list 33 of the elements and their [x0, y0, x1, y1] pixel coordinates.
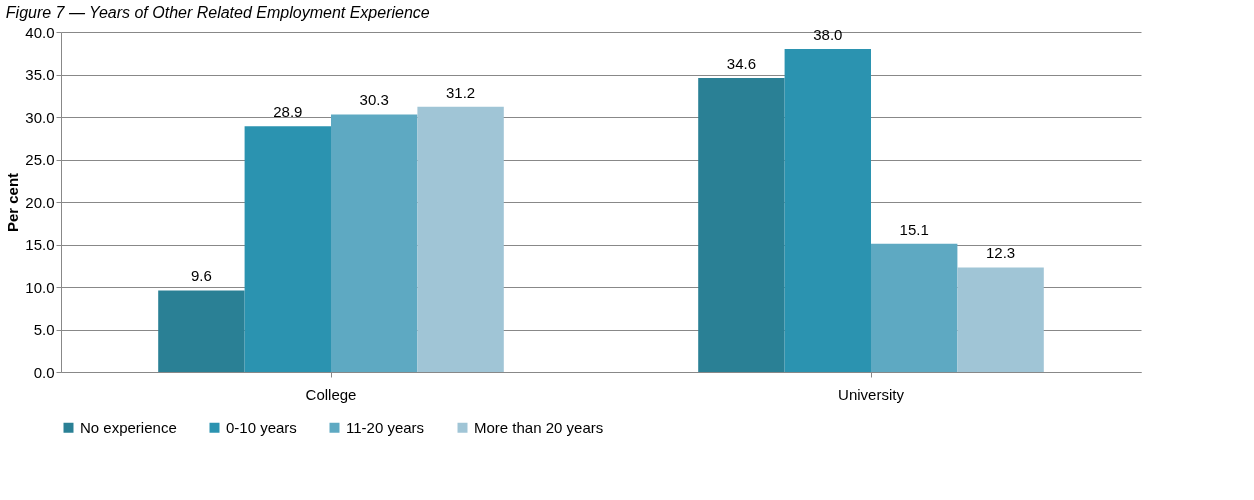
data-label: 15.1: [899, 220, 929, 238]
bar: [331, 114, 418, 372]
data-label: 30.3: [359, 91, 389, 109]
bar: [698, 77, 785, 372]
legend-label: 0-10 years: [226, 418, 297, 436]
data-label: 28.9: [273, 103, 303, 121]
data-label: 38.0: [813, 26, 843, 43]
bar: [957, 267, 1044, 372]
chart-title: Figure 7 — Years of Other Related Employment Experience: [5, 4, 430, 21]
data-label: 12.3: [986, 244, 1016, 262]
legend-label: No experience: [80, 418, 177, 436]
x-tick-label: University: [838, 385, 905, 403]
bar: [871, 243, 958, 372]
bar: [784, 49, 871, 372]
bar: [158, 290, 245, 372]
bar: [417, 106, 504, 372]
y-tick-label: 25.0: [25, 151, 55, 168]
y-tick-label: 10.0: [25, 278, 55, 296]
y-tick-label: 15.0: [25, 236, 55, 253]
legend-label: More than 20 years: [474, 418, 604, 436]
data-label: 34.6: [726, 54, 756, 72]
y-tick-label: 30.0: [25, 108, 55, 126]
y-tick-label: 5.0: [33, 321, 55, 338]
y-tick-label: 35.0: [25, 66, 55, 83]
y-tick-label: 0.0: [33, 363, 55, 381]
data-label: 9.6: [190, 267, 212, 285]
data-label: 31.2: [446, 83, 476, 101]
y-tick-label: 20.0: [25, 193, 55, 211]
y-tick-label: 40.0: [25, 23, 55, 41]
y-axis-title: Per cent: [4, 172, 22, 233]
bar: [244, 126, 331, 372]
x-tick-label: College: [305, 385, 357, 403]
legend-label: 11-20 years: [346, 418, 425, 436]
